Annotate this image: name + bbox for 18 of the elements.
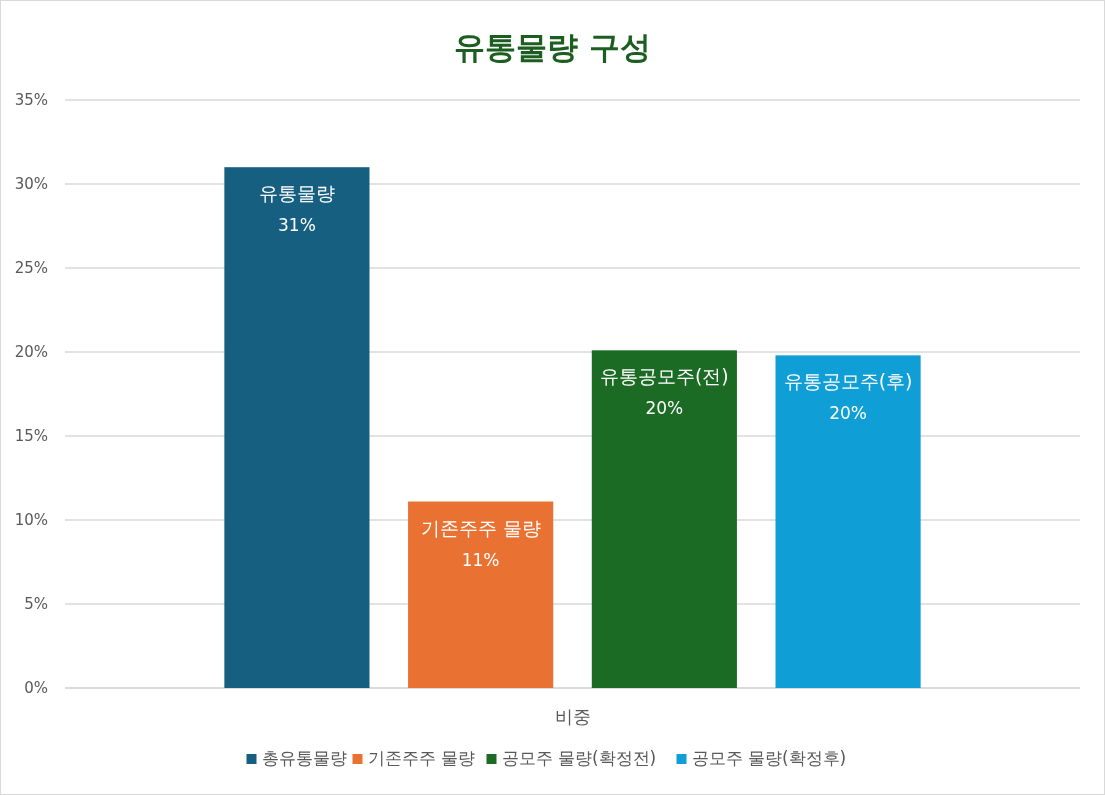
x-tick-label: 비중 bbox=[554, 706, 591, 727]
data-label: 기존주주 물량 11% bbox=[420, 516, 541, 570]
y-tick-label: 30% bbox=[14, 175, 48, 193]
y-tick-label: 5% bbox=[24, 595, 48, 613]
legend-label: 총유통물량 bbox=[261, 748, 347, 768]
legend-label: 공모주 물량(확정전) bbox=[501, 748, 657, 768]
y-tick-label: 0% bbox=[24, 679, 48, 697]
y-tick-label: 10% bbox=[14, 511, 48, 529]
y-tick-label: 20% bbox=[14, 343, 48, 361]
y-tick-label: 15% bbox=[14, 427, 48, 445]
y-tick-label: 35% bbox=[14, 91, 48, 109]
chart-title: 유통물량 구성 bbox=[454, 29, 651, 65]
data-label: 유통물량 31% bbox=[258, 182, 335, 236]
data-label: 유통공모주(후) 20% bbox=[783, 370, 913, 424]
legend-label: 기존주주 물량 bbox=[367, 748, 475, 768]
y-tick-label: 25% bbox=[14, 259, 48, 277]
data-label: 유통공모주(전) 20% bbox=[599, 365, 729, 419]
legend-label: 공모주 물량(확정후) bbox=[691, 748, 847, 768]
